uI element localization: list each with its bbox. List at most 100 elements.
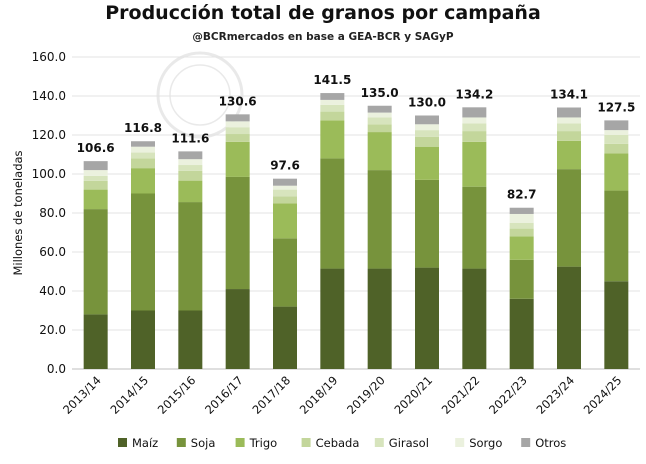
y-tick-label: 60.0 xyxy=(39,245,66,259)
bar-segment-trigo xyxy=(367,132,392,171)
chart-title: Producción total de granos por campaña xyxy=(105,2,541,24)
bar-segment-maíz xyxy=(320,268,345,369)
bar-segment-maíz xyxy=(415,267,439,369)
bar-segment-cebada xyxy=(509,228,534,237)
legend-item-cebada: Cebada xyxy=(301,436,360,450)
bar-segment-otros xyxy=(604,120,629,131)
bar-segment-maíz xyxy=(462,268,487,369)
bar-segment-girasol xyxy=(509,222,534,229)
bar-segment-trigo xyxy=(131,168,155,194)
bar-segment-otros xyxy=(415,115,439,125)
x-tick-label: 2021/22 xyxy=(439,373,483,417)
total-label: 97.6 xyxy=(270,159,300,173)
bar-segment-sorgo xyxy=(131,146,155,153)
x-tick-label: 2018/19 xyxy=(297,373,341,417)
bar-segment-girasol xyxy=(604,135,629,144)
total-label: 111.6 xyxy=(171,131,209,145)
bar-segment-trigo xyxy=(557,140,581,170)
total-label: 135.0 xyxy=(361,86,399,100)
bar-segment-sorgo xyxy=(320,99,345,105)
bar-segment-otros xyxy=(462,107,487,118)
bar-segment-sorgo xyxy=(604,130,629,135)
legend-swatch xyxy=(521,438,531,447)
bar-segment-soja xyxy=(320,158,345,269)
bar-segment-maíz xyxy=(131,310,155,369)
bar-segment-sorgo xyxy=(415,124,439,131)
y-tick-label: 100.0 xyxy=(32,167,66,181)
bar-segment-trigo xyxy=(509,236,534,260)
legend-label: Sorgo xyxy=(469,436,502,450)
bar-segment-otros xyxy=(225,114,250,122)
chart-subtitle: @BCRmercados en base a GEA-BCR y SAGyP xyxy=(192,31,453,43)
bar-segment-otros xyxy=(273,178,297,186)
bar-segment-soja xyxy=(83,209,108,315)
bar-segment-girasol xyxy=(415,130,439,137)
legend-label: Soja xyxy=(191,436,216,450)
bar-segment-sorgo xyxy=(557,117,581,124)
bar-segment-maíz xyxy=(604,281,629,369)
bar-segment-girasol xyxy=(273,189,297,197)
bar-segment-maíz xyxy=(367,268,392,369)
total-label: 116.8 xyxy=(124,121,162,135)
total-label: 82.7 xyxy=(507,188,537,202)
x-tick-label: 2024/25 xyxy=(581,373,625,417)
bar-segment-maíz xyxy=(225,289,250,369)
bar-segment-sorgo xyxy=(509,213,534,223)
bar-segment-cebada xyxy=(131,158,155,169)
legend-label: Otros xyxy=(535,436,566,450)
bar-segment-maíz xyxy=(509,298,534,369)
bar-segment-girasol xyxy=(131,152,155,159)
legend-item-maíz: Maíz xyxy=(118,436,158,450)
bar-segment-cebada xyxy=(83,180,108,190)
legend-swatch xyxy=(455,438,465,447)
x-tick-label: 2013/14 xyxy=(60,373,104,417)
bar-segment-cebada xyxy=(557,131,581,141)
bar-segment-soja xyxy=(178,202,203,311)
legend-swatch xyxy=(118,438,127,447)
bar-segment-soja xyxy=(415,179,439,268)
bar-segment-soja xyxy=(225,176,250,290)
y-tick-label: 140.0 xyxy=(32,89,66,103)
total-label: 106.6 xyxy=(77,141,115,155)
x-tick-label: 2020/21 xyxy=(391,373,435,417)
bar-segment-soja xyxy=(509,259,534,299)
total-label: 134.2 xyxy=(455,87,493,101)
bar-segment-trigo xyxy=(273,203,297,239)
y-tick-label: 80.0 xyxy=(39,206,66,220)
total-label: 130.6 xyxy=(219,94,257,108)
legend-swatch xyxy=(374,438,384,447)
bar-segment-maíz xyxy=(83,314,108,369)
total-label: 130.0 xyxy=(408,96,446,110)
legend-label: Cebada xyxy=(316,436,360,450)
bar-segment-sorgo xyxy=(225,121,250,128)
bar-segment-trigo xyxy=(604,153,629,191)
bar-segment-girasol xyxy=(320,104,345,112)
bar-segment-trigo xyxy=(225,141,250,177)
bar-segment-trigo xyxy=(462,141,487,187)
bar-segment-trigo xyxy=(178,180,203,203)
bar-segment-cebada xyxy=(178,170,203,181)
bar-segment-cebada xyxy=(462,131,487,142)
bar-segment-sorgo xyxy=(462,117,487,124)
x-tick-label: 2016/17 xyxy=(202,373,246,417)
total-label: 127.5 xyxy=(597,100,635,114)
bar-segment-cebada xyxy=(604,143,629,154)
bar-segment-soja xyxy=(557,169,581,267)
bar-segment-girasol xyxy=(83,175,108,181)
legend-item-soja: Soja xyxy=(176,436,216,450)
bar-segment-girasol xyxy=(225,127,250,135)
bar-segment-soja xyxy=(462,186,487,269)
bar-segment-otros xyxy=(367,105,392,113)
x-tick-label: 2022/23 xyxy=(486,373,530,417)
legend-item-girasol: Girasol xyxy=(374,436,429,450)
bar-segment-otros xyxy=(83,161,108,171)
bar-segment-sorgo xyxy=(273,185,297,190)
bar-segment-soja xyxy=(131,193,155,311)
bar-segment-cebada xyxy=(273,196,297,204)
bar-segment-otros xyxy=(178,151,203,160)
bar-segment-maíz xyxy=(273,306,297,369)
legend-item-otros: Otros xyxy=(521,436,566,450)
bar-segment-soja xyxy=(367,170,392,269)
